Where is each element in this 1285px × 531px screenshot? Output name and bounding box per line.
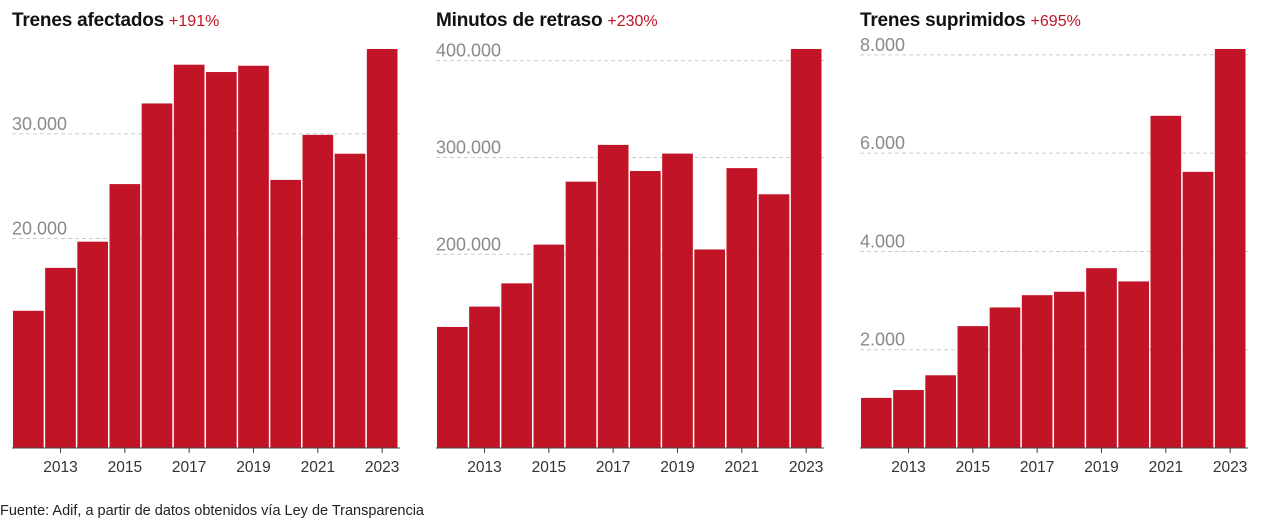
bar-2021	[302, 134, 334, 448]
x-tick-label: 2021	[1149, 459, 1183, 476]
bar-2019	[662, 153, 693, 449]
bar-2013	[45, 267, 76, 448]
bar-2015	[109, 184, 141, 448]
chart-panel-trenes-afectados: Trenes afectados +191% 20.000 30.000 2013 20…	[12, 0, 400, 490]
bar-2013	[469, 306, 500, 448]
bar-2023	[790, 49, 822, 448]
bar-chart-trenes-suprimidos: 2.000 4.000 6.000 8.000 2013 2015 2017 2019 2021…	[860, 35, 1248, 476]
bar-2015	[533, 244, 565, 448]
bar-2019	[1086, 268, 1117, 448]
x-tick-label: 2015	[532, 459, 566, 476]
bar-2014	[77, 241, 108, 448]
y-tick-label: 2.000	[860, 330, 905, 350]
bar-2015	[957, 326, 989, 448]
bar-chart-minutos-retraso: 200.000 300.000 400.000 2013 2015 2017 2019 202…	[436, 41, 824, 476]
chart-panel-minutos-retraso: Minutos de retraso +230% 200.000 300.000 40…	[436, 0, 824, 490]
chart-title-text: Trenes suprimidos	[860, 10, 1026, 31]
bar-2021	[726, 168, 758, 448]
x-tick-label: 2023	[365, 459, 399, 476]
chart-title: Trenes afectados +191%	[12, 10, 219, 32]
x-tick-label: 2015	[956, 459, 990, 476]
bar-2016	[565, 181, 597, 448]
chart-title: Minutos de retraso +230%	[436, 10, 658, 32]
x-tick-label: 2023	[1213, 459, 1247, 476]
chart-panel-trenes-suprimidos: Trenes suprimidos +695% 2.000 4.000 6.000 8.…	[860, 0, 1248, 490]
y-tick-label: 400.000	[436, 41, 501, 61]
y-tick-label: 6.000	[860, 133, 905, 153]
y-tick-label: 8.000	[860, 35, 905, 55]
bar-2023	[1214, 49, 1246, 448]
x-tick-label: 2017	[172, 459, 206, 476]
bar-chart-trenes-afectados: 20.000 30.000 2013 2015 2017 2019 2021 2023	[12, 49, 400, 476]
y-tick-label: 20.000	[12, 219, 67, 239]
source-note: Fuente: Adif, a partir de datos obtenido…	[0, 503, 424, 519]
bar-2022	[758, 194, 790, 448]
bar-2012	[13, 310, 44, 448]
bar-2012	[861, 397, 892, 448]
chart-change-percent: +230%	[607, 13, 658, 30]
bar-2018	[206, 72, 237, 448]
bar-2020	[270, 179, 301, 448]
bar-2023	[366, 49, 398, 448]
bar-2020	[694, 249, 725, 448]
bar-2016	[141, 103, 173, 448]
y-tick-label: 30.000	[12, 114, 67, 134]
y-tick-label: 4.000	[860, 231, 905, 251]
x-tick-label: 2013	[467, 459, 501, 476]
bar-2017	[597, 144, 629, 448]
bar-2018	[1054, 291, 1085, 448]
chart-change-percent: +191%	[169, 13, 220, 30]
y-tick-label: 200.000	[436, 234, 501, 254]
x-tick-label: 2019	[1084, 459, 1118, 476]
x-tick-label: 2019	[660, 459, 694, 476]
bar-2017	[1021, 295, 1053, 448]
chart-change-percent: +695%	[1030, 13, 1081, 30]
x-tick-label: 2019	[236, 459, 270, 476]
bar-2014	[501, 283, 532, 448]
x-tick-label: 2023	[789, 459, 823, 476]
chart-title: Trenes suprimidos +695%	[860, 10, 1081, 32]
bar-2021	[1150, 115, 1182, 449]
x-tick-label: 2021	[301, 459, 335, 476]
bar-2018	[630, 171, 661, 448]
bar-2022	[1182, 171, 1214, 448]
x-tick-label: 2017	[1020, 459, 1054, 476]
chart-title-text: Trenes afectados	[12, 10, 165, 31]
chart-title-text: Minutos de retraso	[436, 10, 603, 31]
bar-2016	[989, 307, 1021, 448]
bar-2022	[334, 153, 366, 448]
y-tick-label: 300.000	[436, 137, 501, 157]
x-tick-label: 2013	[43, 459, 77, 476]
bar-2013	[893, 390, 924, 448]
bar-2020	[1118, 281, 1149, 448]
bar-2019	[238, 65, 269, 448]
x-tick-label: 2017	[596, 459, 630, 476]
bar-2012	[437, 326, 468, 448]
x-tick-label: 2015	[108, 459, 142, 476]
x-tick-label: 2013	[891, 459, 925, 476]
x-tick-label: 2021	[725, 459, 759, 476]
bar-2014	[925, 375, 956, 448]
bar-2017	[173, 64, 205, 448]
